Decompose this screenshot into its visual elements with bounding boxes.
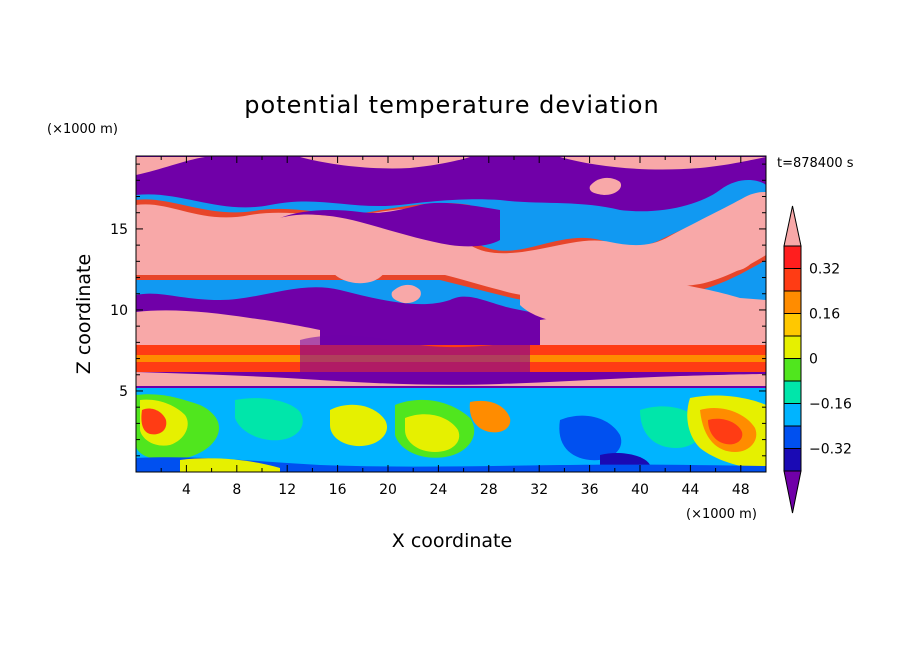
- colorbar-max-arrow: [783, 205, 802, 247]
- x-tick-label: 36: [581, 482, 599, 498]
- x-tick-label: 24: [429, 482, 447, 498]
- x-axis-ticks: 4 8 12 16 20 24 28 32 36 40 44 48: [160, 156, 750, 498]
- x-tick-label: 20: [379, 482, 397, 498]
- y-unit-label: (×1000 m): [47, 122, 118, 137]
- x-tick-label: 32: [530, 482, 548, 498]
- plot-frame: [135, 155, 767, 473]
- y-axis-ticks: 5 10 15: [110, 163, 766, 457]
- colorbar: 0.32 0.16 0 −0.16 −0.32: [783, 205, 852, 514]
- colorbar-box: [783, 380, 802, 404]
- y-axis-label: Z coordinate: [73, 254, 95, 374]
- x-tick-label: 16: [329, 482, 347, 498]
- colorbar-box: [783, 358, 802, 382]
- y-tick-label: 15: [110, 222, 128, 238]
- colorbar-box: [783, 335, 802, 359]
- upper-layer: [136, 157, 766, 329]
- x-tick-label: 8: [232, 482, 241, 498]
- mid-band: [136, 310, 766, 386]
- time-label: t=878400 s: [777, 156, 854, 171]
- lower-layer: [136, 388, 766, 472]
- colorbar-box: [783, 290, 802, 314]
- colorbar-label: 0.16: [809, 307, 840, 323]
- colorbar-min-arrow: [783, 470, 802, 514]
- colorbar-label: −0.16: [809, 397, 852, 413]
- x-unit-label: (×1000 m): [686, 507, 757, 522]
- colorbar-box: [783, 403, 802, 427]
- plot-area: [136, 156, 766, 472]
- x-tick-label: 12: [278, 482, 296, 498]
- x-tick-label: 48: [732, 482, 750, 498]
- y-tick-label: 5: [119, 384, 128, 400]
- colorbar-box: [783, 245, 802, 269]
- colorbar-box: [783, 448, 802, 472]
- colorbar-box: [783, 313, 802, 337]
- colorbar-box: [783, 425, 802, 449]
- x-tick-label: 40: [631, 482, 649, 498]
- chart-title: potential temperature deviation: [244, 91, 659, 119]
- x-tick-label: 4: [182, 482, 191, 498]
- y-tick-label: 10: [110, 303, 128, 319]
- x-axis-label: X coordinate: [392, 530, 512, 552]
- colorbar-label: 0.32: [809, 262, 840, 278]
- x-tick-label: 44: [681, 482, 699, 498]
- x-tick-label: 28: [480, 482, 498, 498]
- colorbar-label: −0.32: [809, 442, 852, 458]
- colorbar-box: [783, 268, 802, 292]
- colorbar-label: 0: [809, 352, 818, 368]
